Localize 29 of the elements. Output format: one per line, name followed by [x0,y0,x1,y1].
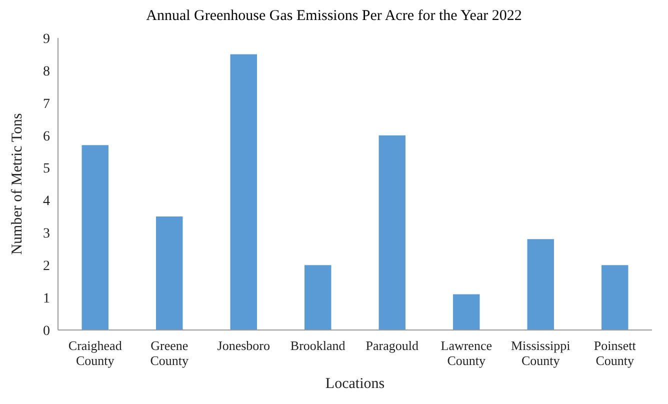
x-tick-label: Lawrence County [440,338,492,368]
x-tick-label: Paragould [366,338,419,353]
bar [230,54,257,330]
bar [304,265,332,330]
bar [82,145,108,330]
y-tick-label: 2 [43,259,50,274]
y-tick-label: 4 [43,194,50,210]
y-tick-label: 0 [43,324,50,339]
bar [453,294,480,330]
y-tick-label: 7 [43,96,50,112]
x-axis-title: Locations [325,376,385,392]
y-tick-label: 5 [43,162,50,177]
chart-title: Annual Greenhouse Gas Emissions Per Acre for the Year 2022 [145,8,523,26]
x-tick-label: Brookland [290,338,346,353]
y-tick-label: 3 [43,226,50,242]
y-tick-label: 9 [43,32,50,47]
x-tick-label: Jonesboro [217,338,270,353]
x-tick-label: Greene County [150,338,190,368]
y-tick-label: 1 [43,292,50,307]
bar [156,216,183,330]
x-tick-label: Poinsett County [594,338,636,368]
y-axis-title: Number of Metric Tons [9,113,26,255]
bar [602,265,628,330]
bar [378,135,406,330]
bar [527,239,554,330]
y-tick-label: 8 [43,64,50,80]
x-tick-label: Mississippi County [511,338,571,368]
y-tick-label: 6 [43,129,50,144]
x-tick-label: Craighead County [68,338,122,368]
